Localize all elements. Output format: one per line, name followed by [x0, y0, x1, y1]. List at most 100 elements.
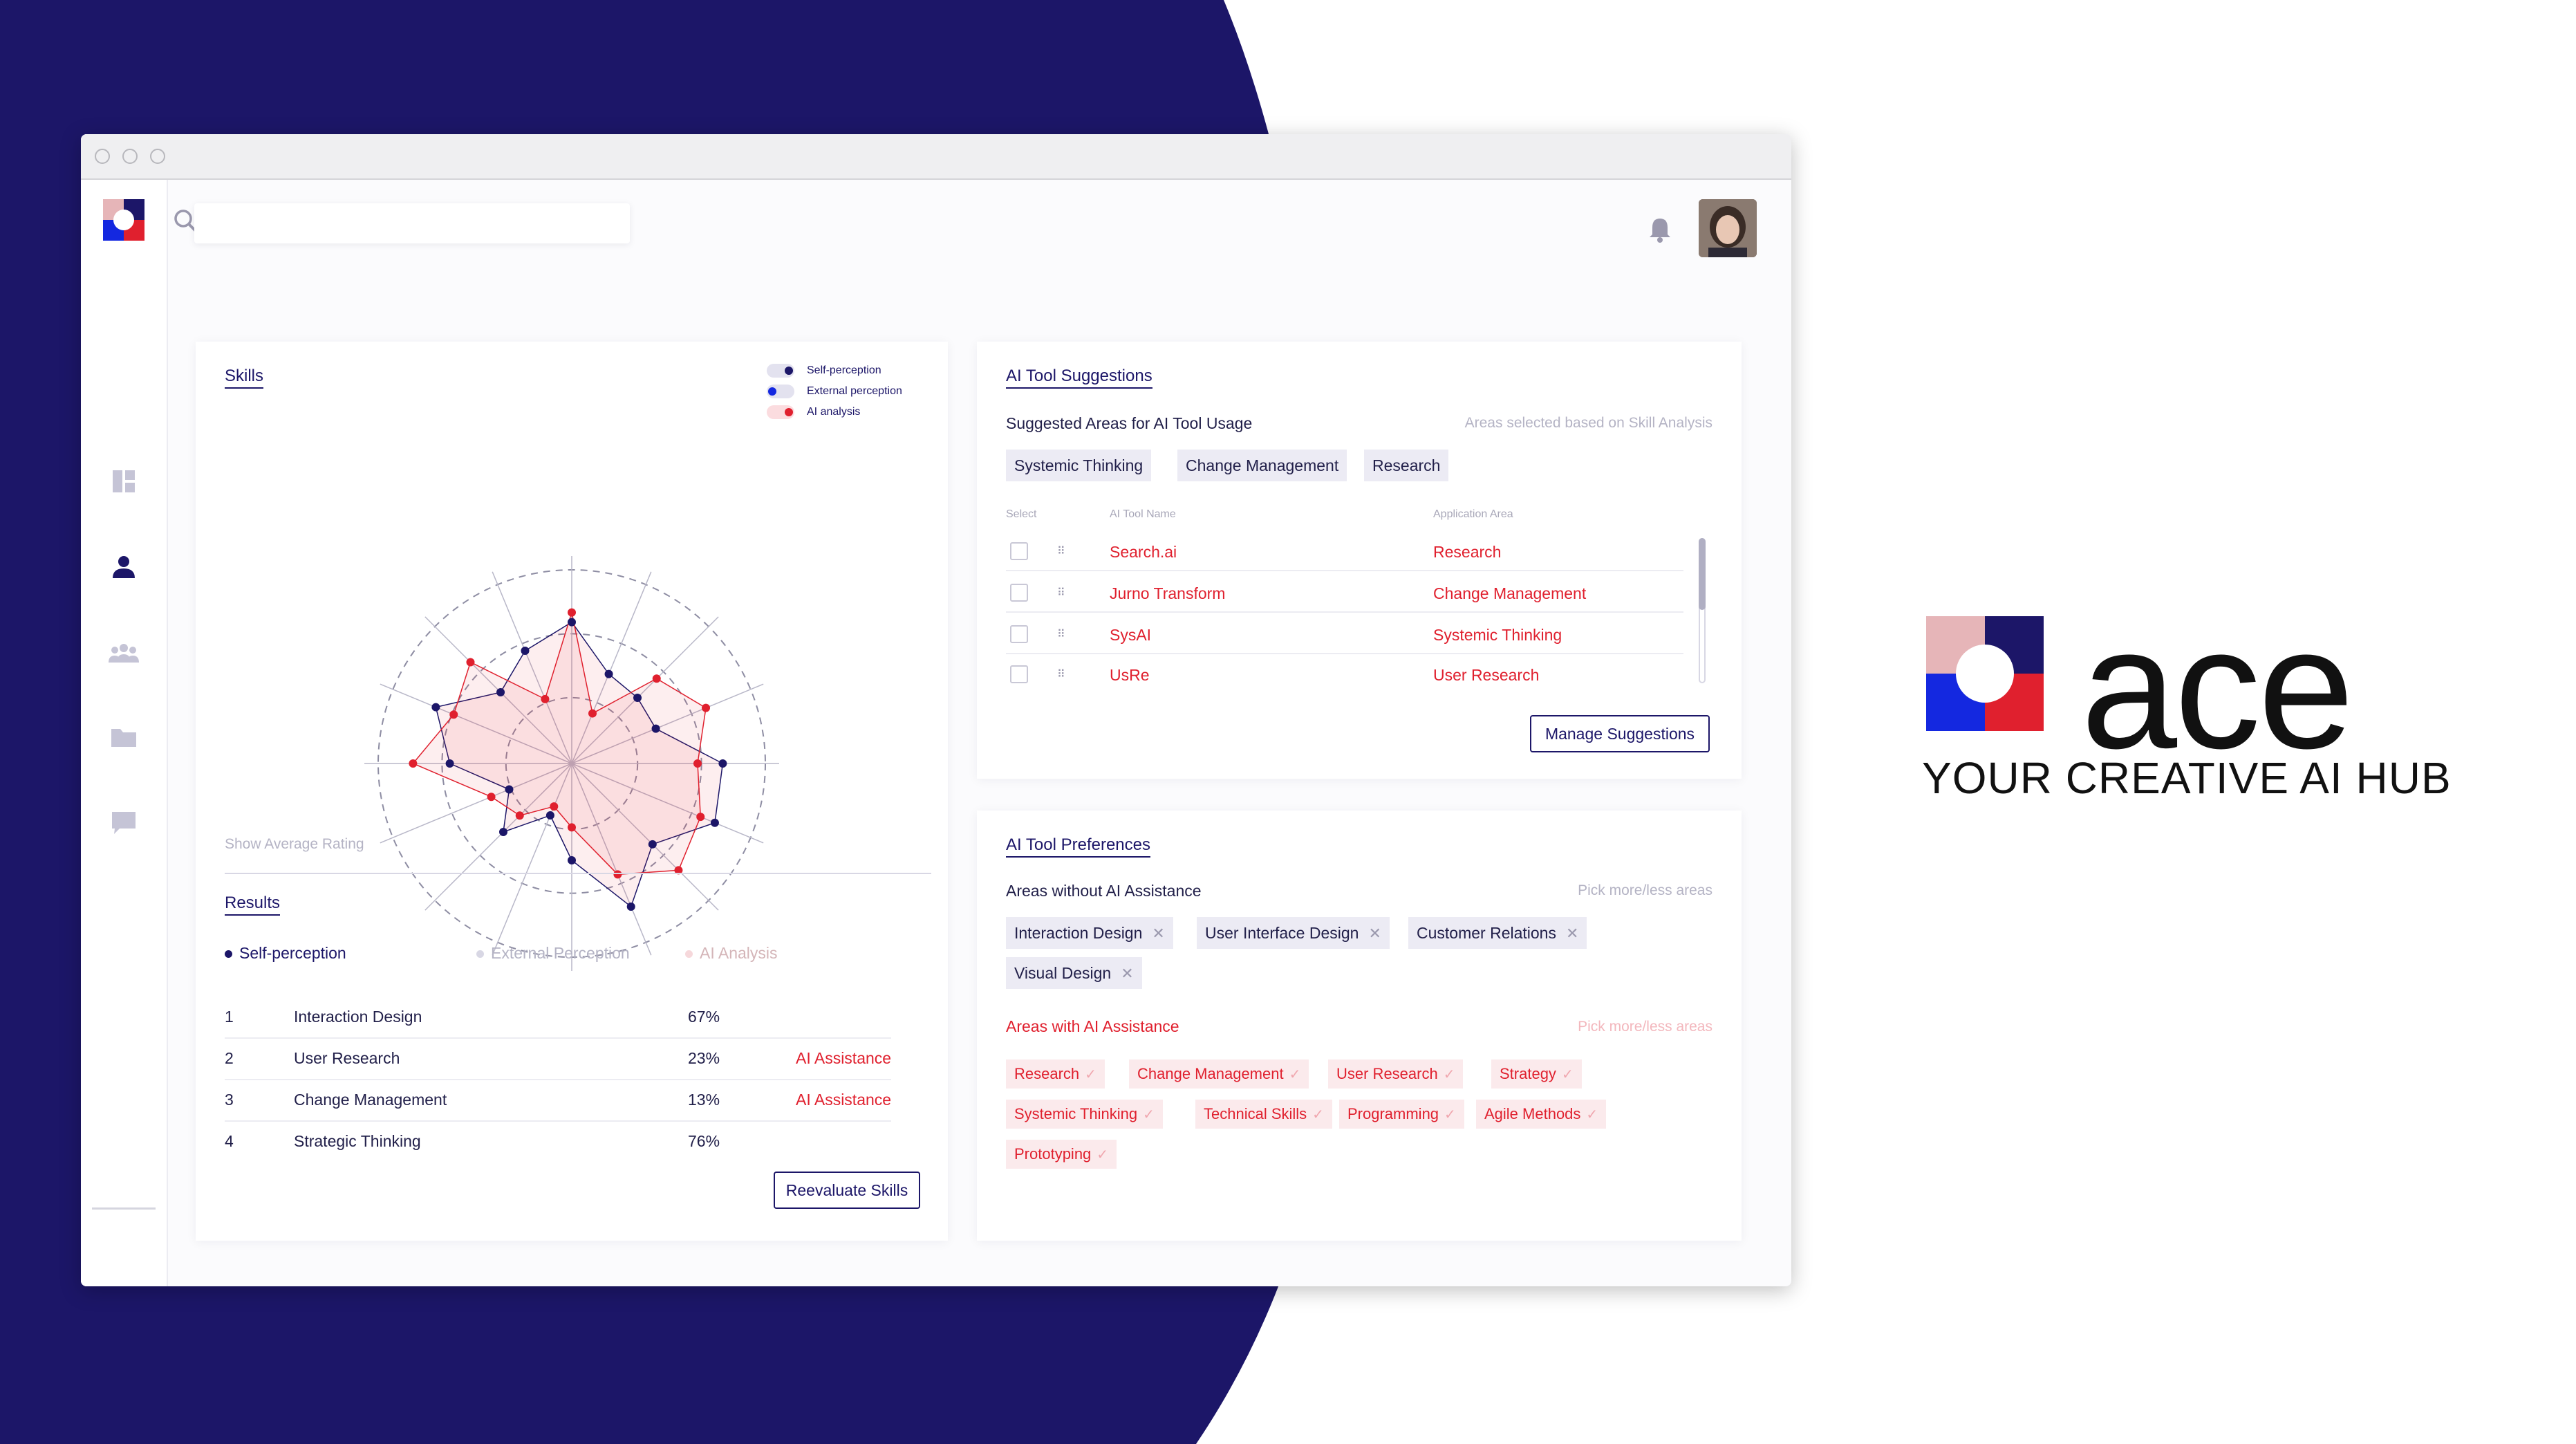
drag-handle-icon[interactable]: ⠿ — [1057, 629, 1065, 640]
team-icon[interactable] — [107, 636, 140, 669]
skill-name: User Research — [294, 1049, 400, 1067]
check-icon: ✓ — [1096, 1147, 1109, 1163]
skill-name: Change Management — [294, 1091, 447, 1109]
application-area: Research — [1433, 543, 1502, 561]
title-bar — [81, 134, 1791, 180]
search-input[interactable] — [194, 203, 630, 243]
external-perception-toggle[interactable] — [767, 385, 794, 398]
suggested-area-chip[interactable]: Change Management — [1177, 450, 1347, 481]
area-chip[interactable]: Interaction Design ✕ — [1006, 917, 1173, 949]
radar-data-point — [710, 818, 719, 827]
radar-data-point — [633, 693, 642, 702]
results-tab-external-perception[interactable]: External Perception — [476, 943, 630, 963]
radar-data-point — [541, 694, 550, 703]
radar-data-point — [466, 658, 475, 667]
ai-area-chip[interactable]: User Research ✓ — [1328, 1059, 1464, 1089]
skill-percentage: 13% — [688, 1091, 720, 1109]
area-chip[interactable]: Customer Relations ✕ — [1408, 917, 1587, 949]
sidebar — [81, 180, 168, 1286]
check-icon: ✓ — [1561, 1067, 1574, 1082]
area-chip[interactable]: User Interface Design ✕ — [1197, 917, 1390, 949]
notification-bell-icon[interactable] — [1645, 214, 1675, 245]
select-checkbox[interactable] — [1010, 625, 1028, 643]
radar-data-point — [568, 618, 576, 627]
results-tab-self-perception[interactable]: Self-perception — [225, 943, 346, 963]
remove-icon[interactable]: ✕ — [1368, 925, 1381, 942]
radar-data-point — [651, 724, 660, 733]
skills-title[interactable]: Skills — [225, 367, 264, 389]
remove-icon[interactable]: ✕ — [1152, 925, 1165, 942]
ai-area-chip[interactable]: Research ✓ — [1006, 1059, 1105, 1089]
show-average-rating-toggle[interactable]: Show Average Rating — [225, 836, 364, 852]
remove-icon[interactable]: ✕ — [1121, 965, 1134, 982]
areas-with-ai-label: Areas with AI Assistance — [1006, 1017, 1179, 1035]
check-icon: ✓ — [1143, 1107, 1155, 1122]
rank: 4 — [225, 1132, 234, 1150]
ai-area-chip[interactable]: Programming ✓ — [1339, 1100, 1464, 1129]
user-avatar[interactable] — [1699, 199, 1757, 257]
window-minimize-button[interactable] — [122, 149, 138, 164]
suggested-area-chip[interactable]: Systemic Thinking — [1006, 450, 1152, 481]
chat-icon[interactable] — [107, 806, 140, 840]
tool-name[interactable]: SysAI — [1110, 626, 1152, 644]
radar-data-point — [613, 870, 622, 879]
legend-external-perception: External perception — [807, 385, 902, 397]
skill-name: Interaction Design — [294, 1008, 422, 1026]
legend-ai-analysis: AI analysis — [807, 406, 861, 418]
window-maximize-button[interactable] — [150, 149, 165, 164]
reevaluate-skills-button[interactable]: Reevaluate Skills — [774, 1172, 920, 1209]
self-perception-toggle[interactable] — [767, 364, 794, 378]
suggested-area-chip[interactable]: Research — [1364, 450, 1449, 481]
ai-area-chip[interactable]: Technical Skills ✓ — [1195, 1100, 1332, 1129]
ai-area-chip[interactable]: Change Management ✓ — [1129, 1059, 1309, 1089]
radar-data-point — [568, 856, 576, 864]
ai-area-chip[interactable]: Strategy ✓ — [1491, 1059, 1582, 1089]
drag-handle-icon[interactable]: ⠿ — [1057, 669, 1065, 681]
row-divider — [1006, 611, 1683, 613]
preferences-title[interactable]: AI Tool Preferences — [1006, 835, 1151, 858]
skill-percentage: 76% — [688, 1132, 720, 1150]
select-checkbox[interactable] — [1010, 542, 1028, 560]
remove-icon[interactable]: ✕ — [1565, 925, 1579, 942]
tool-name[interactable]: Jurno Transform — [1110, 584, 1226, 602]
dashboard-icon[interactable] — [107, 465, 140, 498]
radar-data-point — [568, 823, 576, 832]
ai-area-chip[interactable]: Prototyping ✓ — [1006, 1140, 1117, 1169]
drag-handle-icon[interactable]: ⠿ — [1057, 587, 1065, 599]
results-title[interactable]: Results — [225, 894, 281, 916]
ace-logo-mark — [1926, 616, 2044, 731]
manage-suggestions-button[interactable]: Manage Suggestions — [1530, 715, 1710, 752]
ace-wordmark: ace — [2081, 591, 2354, 784]
radar-data-point — [445, 759, 454, 768]
select-checkbox[interactable] — [1010, 665, 1028, 683]
ai-area-chip[interactable]: Systemic Thinking ✓ — [1006, 1100, 1163, 1129]
radar-axis — [380, 763, 572, 844]
radar-axis — [424, 763, 572, 911]
app-logo-icon[interactable] — [103, 199, 144, 241]
tool-name[interactable]: UsRe — [1110, 666, 1150, 684]
radar-data-point — [496, 688, 505, 697]
application-area: Systemic Thinking — [1433, 626, 1562, 644]
area-chip[interactable]: Visual Design ✕ — [1006, 957, 1142, 989]
drag-handle-icon[interactable]: ⠿ — [1057, 546, 1065, 557]
select-checkbox[interactable] — [1010, 584, 1028, 602]
radar-axis — [571, 763, 719, 911]
pick-areas-link[interactable]: Pick more/less areas — [1578, 1019, 1712, 1035]
profile-icon[interactable] — [107, 550, 140, 584]
radar-data-point — [626, 902, 635, 911]
ai-analysis-toggle[interactable] — [767, 405, 794, 419]
radar-axis — [492, 763, 572, 956]
skill-percentage: 23% — [688, 1049, 720, 1067]
pick-areas-link[interactable]: Pick more/less areas — [1578, 882, 1712, 898]
suggestions-scrollbar-thumb[interactable] — [1699, 538, 1706, 610]
folder-icon[interactable] — [107, 721, 140, 754]
tool-name[interactable]: Search.ai — [1110, 543, 1177, 561]
radar-axis — [380, 683, 572, 764]
row-divider — [1006, 653, 1683, 654]
results-tab-ai-analysis[interactable]: AI Analysis — [685, 943, 778, 963]
window-close-button[interactable] — [95, 149, 110, 164]
suggestions-title[interactable]: AI Tool Suggestions — [1006, 367, 1152, 389]
radar-data-point — [499, 827, 508, 836]
row-divider — [225, 1037, 891, 1039]
ai-area-chip[interactable]: Agile Methods ✓ — [1476, 1100, 1607, 1129]
